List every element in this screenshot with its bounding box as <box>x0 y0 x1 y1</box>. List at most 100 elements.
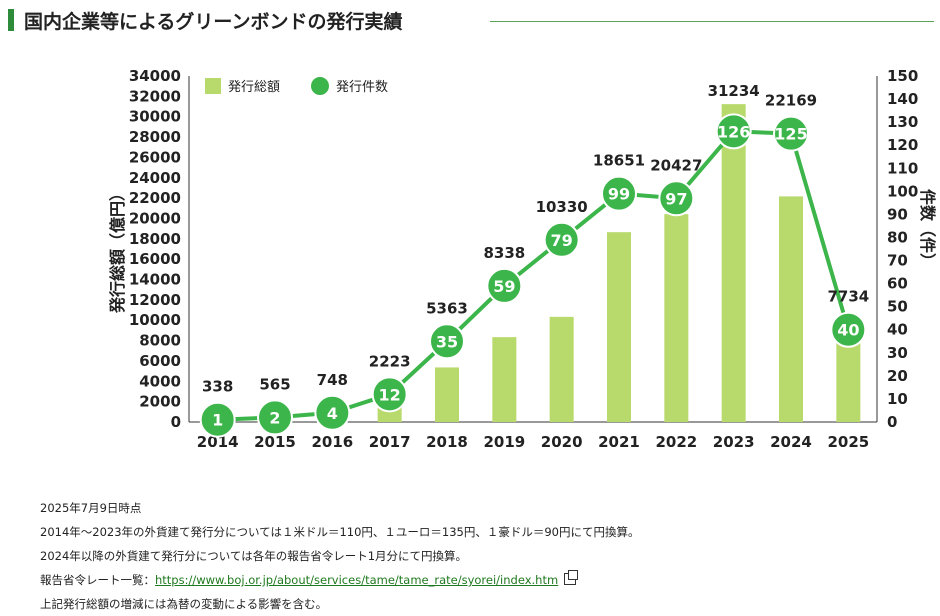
count-value-label: 99 <box>608 185 630 204</box>
count-value-label: 12 <box>379 385 401 404</box>
count-marker-2024 <box>773 115 809 152</box>
legend-swatch-bar <box>205 78 221 94</box>
y-tick-label: 34000 <box>129 67 181 85</box>
y2-tick-label: 140 <box>887 90 918 108</box>
x-tick-label: 2022 <box>655 433 697 451</box>
count-marker-2016 <box>314 394 351 431</box>
x-tick-label: 2018 <box>426 433 468 451</box>
bar-value-label: 7734 <box>827 288 869 306</box>
x-tick-label: 2017 <box>369 433 411 451</box>
y2-axis-title: 件数（件） <box>918 189 937 269</box>
y-tick-label: 10000 <box>129 311 181 329</box>
y-axis-title: 発行総額（億円） <box>108 185 127 314</box>
y-tick-label: 18000 <box>129 230 181 248</box>
y2-tick-label: 30 <box>887 344 908 362</box>
y2-tick-label: 100 <box>887 182 918 200</box>
page-title: 国内企業等によるグリーンボンドの発行実績 <box>24 11 403 33</box>
count-marker-2014 <box>199 401 236 438</box>
y2-tick-label: 20 <box>887 367 908 385</box>
bar-value-label: 31234 <box>708 82 760 100</box>
bar-2020 <box>549 316 574 422</box>
count-marker-2025 <box>830 311 867 348</box>
y-tick-label: 16000 <box>129 250 181 268</box>
note-exchange-rate-2014-2023: 2014年～2023年の外貨建て発行分については１米ドル＝110円、１ユーロ＝1… <box>40 525 640 539</box>
y-tick-label: 4000 <box>139 372 181 390</box>
bar-2019 <box>492 337 517 422</box>
bar-value-label: 8338 <box>483 244 525 262</box>
count-marker-2017 <box>371 376 408 413</box>
y2-tick-label: 120 <box>887 136 918 154</box>
title-accent-bar <box>8 9 14 31</box>
bar-value-label: 18651 <box>593 152 645 170</box>
note-exchange-rate-2024: 2024年以降の外貨建て発行分については各年の報告省令レート1月分にて円換算。 <box>40 549 468 563</box>
bar-value-label: 10330 <box>536 198 588 216</box>
note-fx-impact: 上記発行総額の増減には為替の変動による影響を含む。 <box>40 597 328 611</box>
bar-2023 <box>721 104 746 422</box>
bar-value-label: 20427 <box>650 156 702 174</box>
note-date: 2025年7月9日時点 <box>40 501 142 515</box>
x-tick-label: 2015 <box>254 433 296 451</box>
y2-tick-label: 40 <box>887 321 908 339</box>
bar-value-label: 338 <box>202 378 233 396</box>
bar-2025 <box>836 343 861 422</box>
count-value-label: 125 <box>774 125 807 144</box>
bar-2021 <box>607 232 631 422</box>
external-link-icon[interactable] <box>564 570 579 585</box>
y-tick-label: 26000 <box>129 148 181 166</box>
bar-value-label: 2223 <box>369 352 411 370</box>
count-value-label: 126 <box>717 122 750 141</box>
bar-value-label: 748 <box>317 371 348 389</box>
title-divider <box>490 21 934 22</box>
x-tick-label: 2020 <box>541 433 583 451</box>
note-rate-list: 報告省令レート一覧：https://www.boj.or.jp/about/se… <box>40 568 640 592</box>
y-tick-label: 14000 <box>129 271 181 289</box>
y-tick-label: 12000 <box>129 291 181 309</box>
y2-tick-label: 130 <box>887 113 918 131</box>
rate-list-label: 報告省令レート一覧： <box>40 573 155 587</box>
count-marker-2023 <box>715 113 752 150</box>
bar-2018 <box>435 367 459 422</box>
y2-tick-label: 80 <box>887 228 908 246</box>
y2-tick-label: 110 <box>887 159 918 177</box>
y-tick-label: 32000 <box>129 87 181 105</box>
y2-tick-label: 50 <box>887 298 908 316</box>
y2-tick-label: 70 <box>887 252 908 270</box>
x-tick-label: 2019 <box>483 433 525 451</box>
count-marker-2018 <box>429 323 465 360</box>
x-tick-label: 2021 <box>598 433 640 451</box>
count-marker-2020 <box>543 221 580 258</box>
count-marker-2015 <box>257 399 293 436</box>
x-tick-label: 2023 <box>713 433 755 451</box>
y-tick-label: 22000 <box>129 189 181 207</box>
x-tick-label: 2024 <box>770 433 812 451</box>
x-tick-label: 2014 <box>197 433 239 451</box>
count-value-label: 59 <box>493 277 515 296</box>
legend-swatch-line <box>311 77 329 95</box>
count-value-label: 40 <box>837 321 859 340</box>
y-tick-label: 24000 <box>129 169 181 187</box>
count-value-label: 4 <box>327 404 338 423</box>
bar-2022 <box>664 214 689 422</box>
y-tick-label: 28000 <box>129 128 181 146</box>
y2-tick-label: 60 <box>887 275 908 293</box>
y2-tick-label: 10 <box>887 390 908 408</box>
y-tick-label: 6000 <box>139 352 181 370</box>
y-tick-label: 2000 <box>139 393 181 411</box>
count-value-label: 2 <box>269 408 280 427</box>
green-bond-chart: 0200040006000800010000120001400016000180… <box>108 67 937 451</box>
count-value-label: 1 <box>212 411 223 430</box>
count-value-label: 79 <box>551 231 573 250</box>
title-bar: 国内企業等によるグリーンボンドの発行実績 <box>8 6 934 34</box>
y-tick-label: 30000 <box>129 108 181 126</box>
x-tick-label: 2025 <box>827 433 869 451</box>
legend-label-bar: 発行総額 <box>228 80 280 95</box>
count-value-label: 35 <box>436 332 458 351</box>
count-marker-2019 <box>486 267 523 304</box>
count-marker-2022 <box>658 180 695 217</box>
bar-2024 <box>779 196 803 422</box>
rate-list-link[interactable]: https://www.boj.or.jp/about/services/tam… <box>155 573 559 587</box>
x-tick-label: 2016 <box>311 433 353 451</box>
y2-tick-label: 150 <box>887 67 918 85</box>
bar-value-label: 5363 <box>426 299 468 317</box>
footnotes: 2025年7月9日時点 2014年～2023年の外貨建て発行分については１米ドル… <box>40 496 640 616</box>
